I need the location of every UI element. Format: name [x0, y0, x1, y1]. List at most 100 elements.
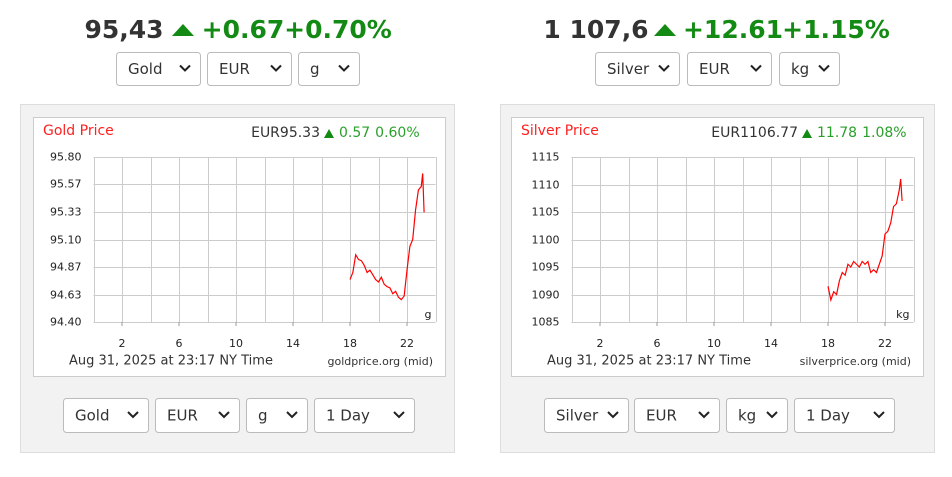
y-tick-label: 1095 [532, 261, 560, 274]
select-box[interactable] [544, 398, 629, 433]
x-tick-label: 10 [707, 337, 721, 350]
select-box[interactable] [298, 52, 360, 86]
chevron[interactable] [873, 411, 885, 419]
chevron[interactable] [270, 64, 282, 72]
price: 1 107,6 [543, 15, 648, 44]
select[interactable]: kg [779, 52, 840, 86]
select[interactable]: EUR [155, 398, 240, 433]
price: 95,43 [84, 15, 163, 44]
summary-change-value: 11.78 [817, 125, 857, 141]
select-value[interactable]: 1 Day [326, 407, 370, 425]
x-tick-label: 22 [878, 337, 892, 350]
change: +12.61 [683, 15, 783, 44]
select[interactable]: kg [726, 398, 788, 433]
y-tick-label: 95.80 [50, 151, 82, 164]
select[interactable]: Silver [544, 398, 629, 433]
summary-price: EUR95.33 [251, 125, 320, 141]
summary-change-pct: 1.08% [862, 125, 906, 141]
select-value[interactable]: kg [738, 407, 756, 425]
timestamp: Aug 31, 2025 at 23:17 NY Time [69, 354, 273, 369]
chevron[interactable] [393, 411, 405, 419]
select-box[interactable] [726, 398, 788, 433]
y-tick-label: 1085 [532, 316, 560, 329]
y-tick-label: 1100 [532, 234, 560, 247]
select-value[interactable]: EUR [646, 407, 677, 425]
price-line [349, 173, 425, 301]
chart-title: Gold Price [43, 123, 114, 139]
select-value[interactable]: kg [791, 60, 809, 78]
y-tick-label: 1115 [532, 151, 560, 164]
chevron[interactable] [658, 64, 670, 72]
chevron[interactable] [127, 411, 139, 419]
y-tick-label: 1090 [532, 289, 560, 302]
select[interactable]: Gold [116, 52, 201, 86]
select-box[interactable] [314, 398, 415, 433]
y-tick-label: 94.87 [50, 261, 82, 274]
y-tick-label: 95.57 [50, 178, 82, 191]
select-box[interactable] [634, 398, 720, 433]
select-value[interactable]: 1 Day [806, 407, 850, 425]
select[interactable]: EUR [687, 52, 772, 86]
summary-change: 11.78 1.08% [817, 125, 907, 141]
select-box[interactable] [155, 398, 240, 433]
chevron[interactable] [750, 64, 762, 72]
summary-change-pct: 0.60% [375, 125, 419, 141]
summary-arrow [802, 129, 812, 138]
select[interactable]: g [298, 52, 360, 86]
chart-title: Silver Price [521, 123, 599, 139]
select-value[interactable]: Gold [75, 407, 110, 425]
select-box[interactable] [687, 52, 772, 86]
chart-box [511, 117, 924, 377]
select-value[interactable]: EUR [699, 60, 730, 78]
select-box[interactable] [595, 52, 680, 86]
select-value[interactable]: Gold [128, 60, 163, 78]
select-value[interactable]: Silver [607, 60, 650, 78]
change-pct: +1.15% [782, 15, 890, 44]
y-tick-label: 95.33 [50, 206, 82, 219]
select-box[interactable] [779, 52, 840, 86]
select[interactable]: Gold [63, 398, 149, 433]
select-value[interactable]: g [310, 60, 320, 78]
change: +0.67 [202, 15, 285, 44]
select-box[interactable] [794, 398, 895, 433]
y-tick-label: 94.40 [50, 316, 82, 329]
x-tick-label: 10 [229, 337, 243, 350]
x-tick-label: 18 [343, 337, 357, 350]
y-tick-label: 94.63 [50, 289, 82, 302]
chevron[interactable] [218, 411, 230, 419]
chevron[interactable] [338, 64, 350, 72]
unit-label: kg [896, 308, 909, 321]
select-value[interactable]: Silver [556, 407, 599, 425]
x-tick-label: 14 [286, 337, 300, 350]
select[interactable]: Silver [595, 52, 680, 86]
select-value[interactable]: EUR [167, 407, 198, 425]
select[interactable]: g [246, 398, 308, 433]
chevron[interactable] [179, 64, 191, 72]
select[interactable]: 1 Day [314, 398, 415, 433]
select-box[interactable] [116, 52, 201, 86]
select[interactable]: EUR [207, 52, 292, 86]
chevron[interactable] [286, 411, 298, 419]
select-value[interactable]: EUR [219, 60, 250, 78]
chevron[interactable] [698, 411, 710, 419]
x-tick-label: 18 [821, 337, 835, 350]
select-box[interactable] [246, 398, 308, 433]
y-tick-label: 1110 [532, 179, 560, 192]
y-tick-label: 1105 [532, 206, 560, 219]
up-arrow [172, 24, 194, 36]
up-arrow [654, 24, 676, 36]
select-box[interactable] [207, 52, 292, 86]
chevron[interactable] [818, 64, 830, 72]
chevron[interactable] [766, 411, 778, 419]
summary-change-value: 0.57 [339, 125, 370, 141]
x-tick-label: 6 [654, 337, 661, 350]
select[interactable]: EUR [634, 398, 720, 433]
select-box[interactable] [63, 398, 149, 433]
chart-box [33, 117, 446, 377]
select-value[interactable]: g [258, 407, 268, 425]
change-pct: +0.70% [284, 15, 392, 44]
x-tick-label: 2 [119, 337, 126, 350]
select[interactable]: 1 Day [794, 398, 895, 433]
chevron[interactable] [607, 411, 619, 419]
